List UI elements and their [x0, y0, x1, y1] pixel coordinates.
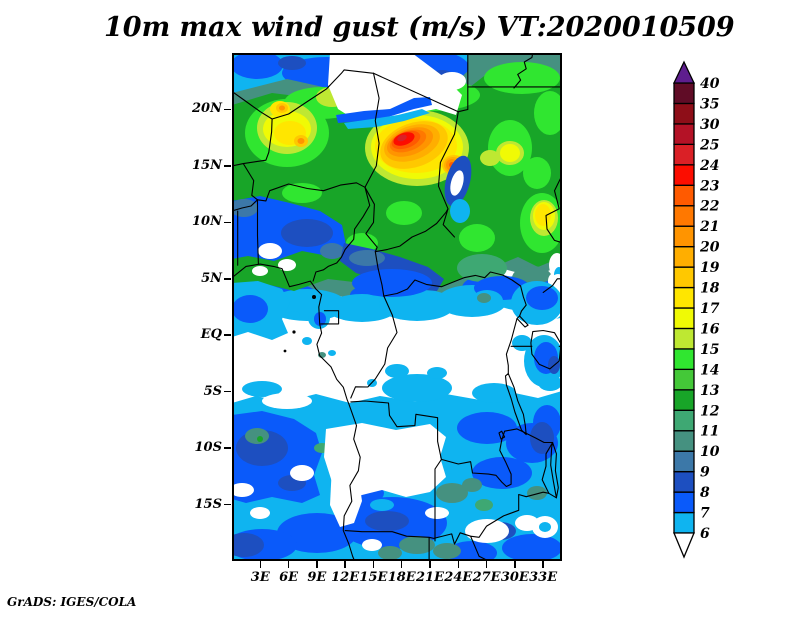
- ethiopia-border: [542, 176, 562, 293]
- map-frame: [232, 53, 562, 561]
- lon-tick-label: 24E: [444, 570, 473, 585]
- lon-tick-label: 9E: [307, 570, 327, 585]
- map-plot: [232, 53, 562, 561]
- lat-tick-mark: [224, 503, 231, 506]
- lon-tick-mark: [429, 561, 431, 568]
- lat-tick-label: 5S: [203, 383, 222, 399]
- lat-tick-mark: [224, 334, 231, 336]
- lon-tick-mark: [514, 561, 516, 568]
- colorbar: 6 7 8 9 10 11 12 13 14 15 16 17 18 19 20 21 22 23 24 25 30 35…: [672, 60, 720, 559]
- colorbar-level-label: 18: [700, 281, 720, 297]
- plot-title: 10m max wind gust (m/s) VT:2020010509: [104, 12, 735, 43]
- lon-tick-label: 27E: [472, 570, 501, 585]
- lat-tick-mark: [224, 447, 231, 449]
- lon-tick-mark: [542, 561, 544, 568]
- lon-tick-mark: [457, 561, 460, 568]
- colorbar-box: [673, 368, 695, 391]
- lake-albert: [516, 315, 529, 328]
- colorbar-level-label: 7: [700, 506, 710, 522]
- lon-tick-mark: [259, 561, 262, 568]
- colorbar-box: [673, 307, 695, 330]
- lat-tick-label: 20N: [192, 101, 222, 117]
- colorbar-level-label: 24: [699, 158, 719, 174]
- colorbar-level-label: 20: [699, 240, 720, 256]
- lon-tick-label: 12E: [331, 570, 360, 585]
- wind-fill-layer: [232, 53, 562, 561]
- lon-tick-mark: [287, 561, 290, 568]
- lon-tick-mark: [372, 561, 375, 568]
- lat-tick-label: 10S: [194, 440, 222, 456]
- colorbar-level-label: 16: [700, 321, 720, 337]
- lon-tick-label: 3E: [250, 570, 270, 585]
- lon-tick-label: 15E: [359, 570, 388, 585]
- colorbar-level-label: 13: [700, 383, 720, 399]
- lon-tick-mark: [400, 561, 403, 568]
- colorbar-level-label: 12: [700, 403, 720, 419]
- colorbar-box: [673, 430, 695, 452]
- colorbar-level-label: 14: [700, 362, 719, 378]
- grads-attribution: GrADS: IGES/COLA: [7, 595, 137, 609]
- colorbar-level-label: 30: [700, 117, 720, 133]
- colorbar-box: [673, 164, 695, 186]
- colorbar-box: [673, 286, 695, 309]
- lat-tick-mark: [224, 108, 231, 111]
- colorbar-box: [673, 245, 695, 268]
- colorbar-level-label: 15: [700, 342, 719, 358]
- colorbar-box: [673, 491, 695, 514]
- colorbar-box: [673, 143, 695, 166]
- colorbar-box: [673, 205, 695, 227]
- lat-tick-label: 15N: [192, 157, 222, 173]
- lon-tick-label: 30E: [500, 570, 529, 585]
- colorbar-level-label: 40: [700, 76, 720, 92]
- nile-lake-nasser: [513, 53, 534, 89]
- colorbar-level-label: 22: [699, 199, 720, 215]
- colorbar-level-label: 10: [700, 444, 720, 460]
- colorbar-box: [673, 409, 695, 432]
- lat-tick-label: 10N: [192, 214, 222, 230]
- coastline-west-africa: [232, 263, 361, 561]
- lon-tick-mark: [485, 561, 488, 568]
- colorbar-level-label: 25: [699, 137, 719, 153]
- colorbar-level-label: 17: [700, 301, 720, 317]
- lon-tick-mark: [316, 561, 318, 568]
- colorbar-box: [673, 327, 695, 350]
- colorbar-above-arrow: [672, 60, 696, 84]
- colorbar-box: [673, 266, 695, 289]
- colorbar-level-label: 21: [699, 219, 719, 235]
- colorbar-level-label: 11: [700, 424, 719, 440]
- colorbar-box: [673, 225, 695, 248]
- colorbar-level-label: 19: [700, 260, 720, 276]
- lon-tick-label: 33E: [529, 570, 558, 585]
- lat-tick-mark: [224, 278, 231, 280]
- lat-tick-label: 5N: [201, 270, 222, 286]
- lat-tick-mark: [224, 390, 231, 393]
- colorbar-box: [673, 123, 695, 146]
- equatorial-guinea-border: [320, 310, 340, 325]
- lon-tick-label: 6E: [279, 570, 299, 585]
- lat-tick-label: EQ: [200, 327, 222, 343]
- colorbar-box: [673, 511, 695, 534]
- lon-tick-label: 21E: [416, 570, 444, 585]
- lat-tick-label: 15S: [194, 496, 222, 512]
- colorbar-box: [673, 450, 695, 473]
- colorbar-box: [673, 470, 695, 493]
- country-borders-layer: [232, 53, 562, 561]
- colorbar-box: [673, 389, 695, 411]
- colorbar-level-label: 9: [700, 465, 710, 481]
- lon-tick-mark: [344, 561, 346, 568]
- colorbar-below-arrow: [673, 532, 695, 559]
- lon-tick-label: 18E: [387, 570, 416, 585]
- lake-victoria: [530, 329, 562, 370]
- lat-tick-mark: [224, 165, 231, 167]
- colorbar-level-label: 6: [700, 526, 710, 542]
- colorbar-level-label: 35: [700, 96, 719, 112]
- colorbar-box: [673, 184, 695, 207]
- colorbar-box: [673, 348, 695, 371]
- lat-tick-mark: [224, 221, 231, 224]
- colorbar-level-label: 23: [699, 178, 720, 194]
- colorbar-level-label: 8: [700, 485, 710, 501]
- colorbar-box: [673, 102, 695, 125]
- colorbar-box: [673, 82, 695, 105]
